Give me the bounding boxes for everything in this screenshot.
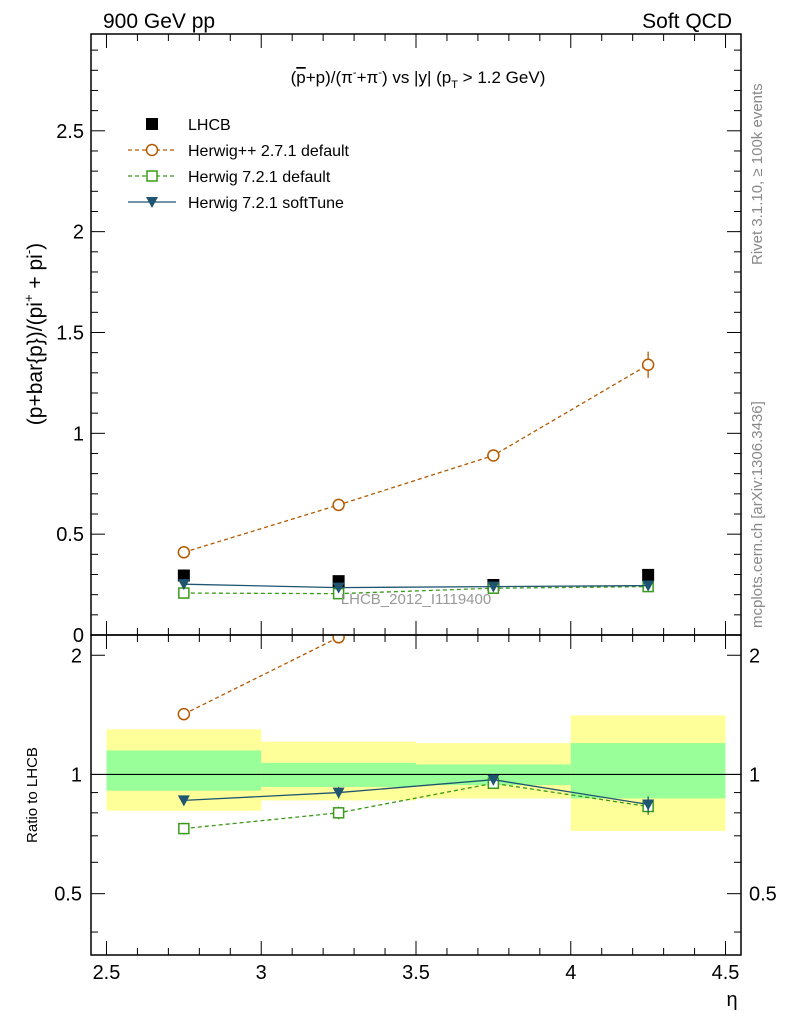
main-data-point bbox=[177, 579, 190, 591]
main-data-point bbox=[487, 581, 500, 593]
main-title: (p+p)/(π-+π-) vs |y| (pT > 1.2 GeV) bbox=[291, 67, 546, 91]
ratio-series-line-0 bbox=[183, 635, 345, 715]
main-y-tick-label: 0 bbox=[73, 625, 84, 647]
main-data-point bbox=[487, 449, 500, 462]
main-data-point bbox=[641, 358, 655, 372]
ratio-data-point bbox=[488, 549, 499, 560]
ratio-y-tick-label-left: 2 bbox=[71, 645, 82, 667]
x-tick-label: 3.5 bbox=[402, 962, 430, 984]
main-data-point bbox=[332, 582, 345, 594]
mcplots-label: mcplots.cern.ch [arXiv:1306.3436] bbox=[749, 401, 766, 628]
ratio-data-point bbox=[332, 807, 345, 819]
main-series-line-3 bbox=[183, 583, 649, 589]
legend: LHCB Herwig++ 2.7.1 default Herwig 7.2.1 d… bbox=[128, 117, 350, 212]
ratio-y-tick-label-left: 0.5 bbox=[54, 884, 82, 906]
main-data-point bbox=[177, 569, 190, 582]
main-y-tick-label: 1 bbox=[73, 423, 84, 445]
rivet-label: Rivet 3.1.10, ≥ 100k events bbox=[749, 83, 766, 265]
legend-label: Herwig++ 2.7.1 default bbox=[188, 143, 350, 160]
main-y-tick-label: 2.5 bbox=[56, 121, 84, 143]
header-left: 900 GeV pp bbox=[103, 10, 215, 33]
main-data-point bbox=[332, 498, 345, 512]
main-data-point bbox=[642, 580, 655, 592]
ratio-ticks: 2.5 3 3.5 4 4.5 0.5 0.5 1 1 2 2 bbox=[54, 635, 777, 984]
ratio-y-tick-label-right: 0.5 bbox=[749, 884, 777, 906]
ratio-data-layer bbox=[91, 510, 741, 835]
legend-marker bbox=[146, 118, 158, 130]
ratio-data-point bbox=[178, 822, 190, 835]
main-ylabel: (p+bar{p})/(pi+ + pi-) bbox=[21, 243, 47, 425]
main-data-point bbox=[642, 568, 655, 581]
main-data-point bbox=[177, 546, 191, 559]
x-tick-label: 4 bbox=[565, 962, 576, 984]
main-y-tick-label: 0.5 bbox=[56, 524, 84, 546]
main-ticks: 0 0.5 1 1.5 2 2.5 bbox=[56, 34, 741, 647]
ratio-inner-band bbox=[106, 750, 262, 791]
ratio-panel: 2.5 3 3.5 4 4.5 0.5 0.5 1 1 2 2 Ratio to LHCB η bbox=[24, 510, 777, 1011]
legend-item: Herwig 7.2.1 default bbox=[128, 169, 331, 186]
main-series-line-1 bbox=[183, 364, 649, 553]
header-right: Soft QCD bbox=[642, 10, 732, 33]
ratio-ylabel: Ratio to LHCB bbox=[24, 747, 41, 843]
ratio-inner-band bbox=[570, 743, 726, 799]
x-tick-label: 3 bbox=[256, 962, 267, 984]
legend-marker bbox=[145, 143, 159, 157]
legend-item: LHCB bbox=[146, 117, 231, 134]
x-axis-label: η bbox=[726, 989, 737, 1011]
main-series-line-2 bbox=[183, 585, 649, 595]
main-y-tick-label: 1.5 bbox=[56, 322, 84, 344]
ratio-series-line-1 bbox=[183, 782, 649, 830]
legend-item: Herwig 7.2.1 softTune bbox=[128, 195, 344, 212]
ratio-data-point bbox=[642, 799, 655, 811]
ratio-series-line-2 bbox=[183, 779, 649, 806]
main-y-tick-label: 2 bbox=[73, 222, 84, 244]
legend-marker bbox=[146, 170, 158, 182]
ratio-data-point bbox=[332, 787, 345, 799]
x-tick-label: 2.5 bbox=[93, 962, 121, 984]
legend-label: Herwig 7.2.1 default bbox=[188, 169, 331, 186]
x-tick-label: 4.5 bbox=[712, 962, 740, 984]
main-panel: 0 0.5 1 1.5 2 2.5 (p+bar{p})/(pi+ + pi-) (p+p… bbox=[21, 33, 742, 647]
ratio-y-tick-label-left: 1 bbox=[71, 764, 82, 786]
ratio-data-point bbox=[643, 510, 654, 521]
legend-item: Herwig++ 2.7.1 default bbox=[128, 143, 350, 160]
ratio-data-point bbox=[487, 774, 500, 786]
legend-label: Herwig 7.2.1 softTune bbox=[188, 195, 344, 212]
watermark: LHCB_2012_I1119400 bbox=[341, 591, 491, 608]
ratio-y-tick-label-right: 2 bbox=[749, 645, 760, 667]
main-data-layer bbox=[177, 351, 655, 600]
ratio-data-point bbox=[177, 795, 190, 807]
ratio-data-point bbox=[177, 707, 191, 721]
legend-label: LHCB bbox=[188, 117, 231, 134]
ratio-data-point bbox=[332, 635, 345, 644]
ratio-y-tick-label-right: 1 bbox=[749, 764, 760, 786]
legend-marker bbox=[146, 197, 158, 208]
